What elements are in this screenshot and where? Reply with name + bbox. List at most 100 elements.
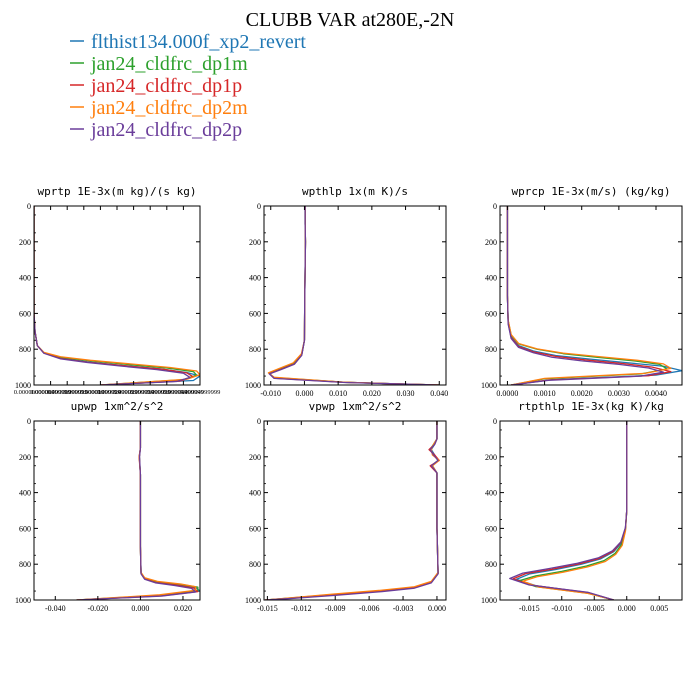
y-tick-label: 400 bbox=[485, 274, 497, 283]
x-tick-label: 0.00002999999 bbox=[113, 389, 154, 396]
y-tick-label: 1000 bbox=[245, 596, 261, 605]
x-tick-label: 0.0040 bbox=[645, 389, 667, 398]
x-tick-label: 0.010 bbox=[329, 389, 347, 398]
y-tick-label: 600 bbox=[485, 309, 497, 318]
x-tick-label: 0.00000999999 bbox=[47, 389, 88, 396]
x-tick-label: 0.00003999999 bbox=[146, 389, 187, 396]
x-tick-label: 0.030 bbox=[397, 389, 415, 398]
figure-title: CLUBB VAR at280E,-2N bbox=[246, 9, 455, 31]
x-tick-label: 0.00000499999 bbox=[30, 389, 71, 396]
y-tick-label: 800 bbox=[19, 560, 31, 569]
x-tick-label: -0.015 bbox=[519, 604, 540, 613]
x-tick-label: 0.005 bbox=[650, 604, 668, 613]
x-tick-label: 0.0000 bbox=[496, 389, 518, 398]
y-tick-label: 400 bbox=[19, 489, 31, 498]
x-tick-label: 0.0030 bbox=[608, 389, 630, 398]
y-tick-label: 200 bbox=[485, 238, 497, 247]
x-tick-label: 0.00004499999 bbox=[163, 389, 204, 396]
panel-title: wprcp 1E-3x(m/s) (kg/kg) bbox=[512, 185, 671, 198]
y-tick-label: 600 bbox=[485, 524, 497, 533]
legend-item: jan24_cldfrc_dp2m bbox=[70, 97, 248, 119]
legend-label: jan24_cldfrc_dp1m bbox=[90, 53, 248, 75]
series-line-5 bbox=[265, 421, 439, 600]
y-tick-label: 200 bbox=[485, 453, 497, 462]
x-tick-label: 0.00002499999 bbox=[97, 389, 138, 396]
legend-item: jan24_cldfrc_dp1m bbox=[70, 53, 248, 75]
x-tick-label: -0.010 bbox=[260, 389, 281, 398]
series-line-5 bbox=[509, 421, 628, 600]
panel-4: upwp 1xm^2/s^2 0 200 400 600 800 1000 -0.040 -0.… bbox=[15, 400, 201, 613]
y-tick-label: 800 bbox=[485, 560, 497, 569]
y-tick-label: 1000 bbox=[481, 596, 497, 605]
x-tick-label: 0.00001500000 bbox=[63, 389, 104, 396]
plot-frame bbox=[263, 205, 447, 386]
legend-label: jan24_cldfrc_dp2p bbox=[90, 119, 242, 141]
x-tick-label: -0.015 bbox=[257, 604, 278, 613]
y-tick-label: 1000 bbox=[15, 381, 31, 390]
x-tick-label: -0.040 bbox=[45, 604, 66, 613]
panel-title: upwp 1xm^2/s^2 bbox=[71, 400, 164, 413]
y-tick-label: 800 bbox=[19, 345, 31, 354]
x-tick-label: -0.006 bbox=[359, 604, 380, 613]
x-tick-label: 0.000 bbox=[295, 389, 313, 398]
y-tick-label: 1000 bbox=[15, 596, 31, 605]
x-tick-label: 0.00003499999 bbox=[130, 389, 171, 396]
x-tick-label: 0.0020 bbox=[571, 389, 593, 398]
legend-item: flthist134.000f_xp2_revert bbox=[70, 31, 306, 53]
y-tick-label: 400 bbox=[485, 489, 497, 498]
y-tick-label: 1000 bbox=[245, 381, 261, 390]
panel-title: vpwp 1xm^2/s^2 bbox=[309, 400, 402, 413]
series-line-5 bbox=[506, 206, 665, 385]
series-line-5 bbox=[76, 421, 197, 600]
legend-item: jan24_cldfrc_dp1p bbox=[70, 75, 242, 97]
panel-title: wprtp 1E-3x(m kg)/(s kg) bbox=[38, 185, 197, 198]
y-tick-label: 600 bbox=[19, 309, 31, 318]
y-tick-label: 0 bbox=[27, 417, 31, 426]
series-line-5 bbox=[268, 206, 440, 385]
y-tick-label: 200 bbox=[19, 238, 31, 247]
panel-3: wprcp 1E-3x(m/s) (kg/kg) 0 200 400 600 800 100… bbox=[481, 185, 683, 398]
y-tick-label: 800 bbox=[485, 345, 497, 354]
panel-6: rtpthlp 1E-3x(kg K)/kg 0 200 400 600 800 1000 -… bbox=[481, 400, 683, 613]
panel-2: wpthlp 1x(m K)/s 0 200 400 600 800 1000-0.010 0… bbox=[245, 185, 448, 398]
x-tick-label: 0.000 bbox=[428, 604, 446, 613]
panel-5: vpwp 1xm^2/s^2 0 200 400 600 800 1000-0.015 -0.… bbox=[245, 400, 447, 613]
x-tick-label: 0.00001999999 bbox=[80, 389, 121, 396]
y-tick-label: 200 bbox=[19, 453, 31, 462]
y-tick-label: 600 bbox=[249, 524, 261, 533]
x-tick-label: -0.003 bbox=[393, 604, 414, 613]
y-tick-label: 600 bbox=[249, 309, 261, 318]
legend-item: jan24_cldfrc_dp2p bbox=[70, 119, 242, 141]
plot-frame bbox=[33, 420, 201, 601]
legend-label: flthist134.000f_xp2_revert bbox=[91, 31, 306, 53]
panels: wprtp 1E-3x(m kg)/(s kg) 0 200 400 600 800 100… bbox=[14, 185, 683, 613]
y-tick-label: 800 bbox=[249, 345, 261, 354]
x-tick-label: -0.020 bbox=[88, 604, 109, 613]
panel-1: wprtp 1E-3x(m kg)/(s kg) 0 200 400 600 800 100… bbox=[14, 185, 221, 396]
y-tick-label: 0 bbox=[493, 202, 497, 211]
plot-frame bbox=[499, 205, 683, 386]
y-tick-label: 0 bbox=[257, 202, 261, 211]
x-tick-label: 0.020 bbox=[174, 604, 192, 613]
y-tick-label: 200 bbox=[249, 453, 261, 462]
x-tick-label: 0.040 bbox=[430, 389, 448, 398]
y-tick-label: 800 bbox=[249, 560, 261, 569]
y-tick-label: 200 bbox=[249, 238, 261, 247]
x-tick-label: 0.0010 bbox=[534, 389, 556, 398]
legend-label: jan24_cldfrc_dp2m bbox=[90, 97, 248, 119]
series-line-5 bbox=[34, 206, 191, 385]
panel-title: rtpthlp 1E-3x(kg K)/kg bbox=[518, 400, 664, 413]
y-tick-label: 0 bbox=[493, 417, 497, 426]
y-tick-label: 1000 bbox=[481, 381, 497, 390]
x-tick-label: 0.000 bbox=[618, 604, 636, 613]
plot-frame bbox=[263, 420, 447, 601]
x-tick-label: 0.000 bbox=[131, 604, 149, 613]
y-tick-label: 400 bbox=[249, 489, 261, 498]
x-tick-label: -0.012 bbox=[291, 604, 312, 613]
y-tick-label: 600 bbox=[19, 524, 31, 533]
x-tick-label: 0.00000000000 bbox=[14, 389, 55, 396]
y-tick-label: 400 bbox=[19, 274, 31, 283]
y-tick-label: 0 bbox=[27, 202, 31, 211]
